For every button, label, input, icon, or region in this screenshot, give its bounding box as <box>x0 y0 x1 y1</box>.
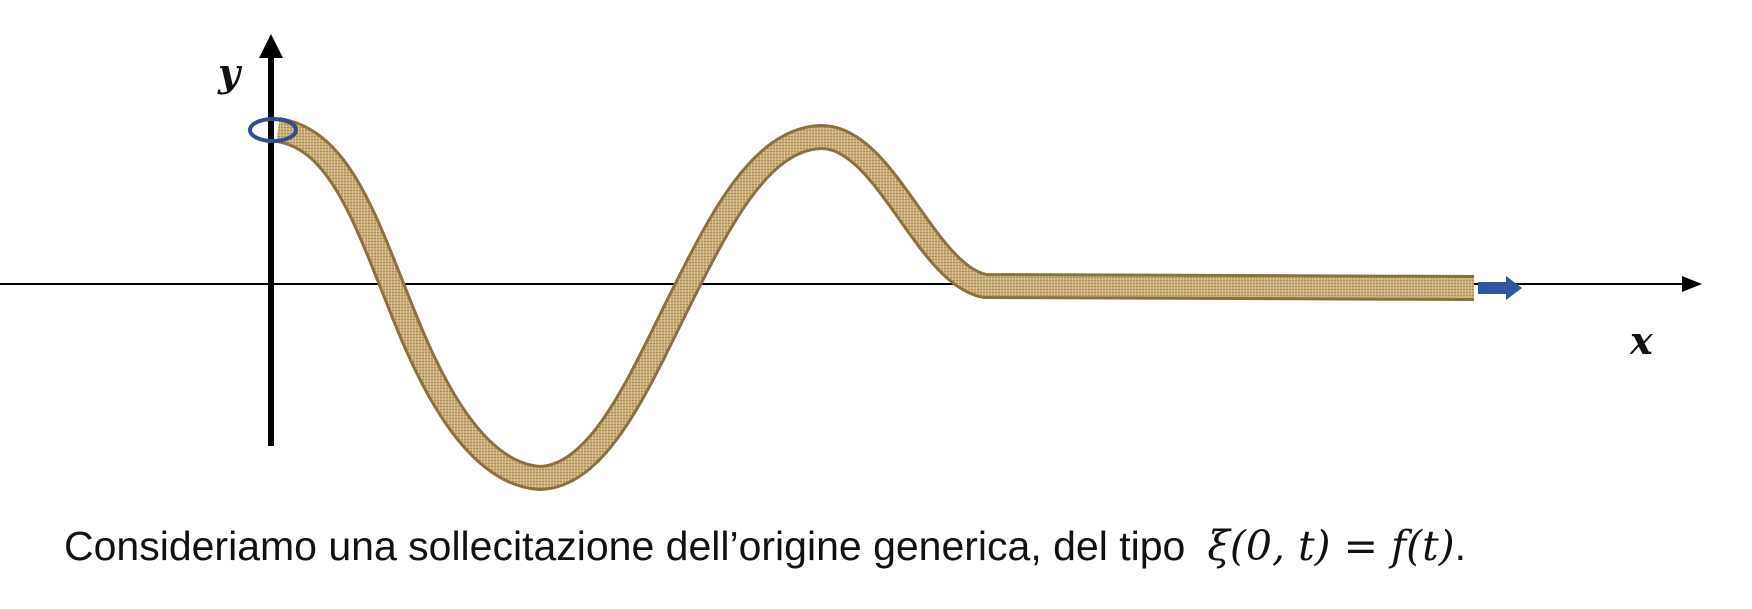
x-axis-arrowhead <box>1682 276 1702 292</box>
caption-period: . <box>1454 523 1467 569</box>
caption-formula: ξ(0, t) = f(t) <box>1207 522 1455 570</box>
y-axis-arrowhead <box>259 34 283 58</box>
x-axis-label: x <box>1630 318 1653 363</box>
y-axis-label: y <box>218 50 241 95</box>
caption: Consideriamo una sollecitazione dell’ori… <box>64 522 1466 570</box>
arrow-right-icon <box>1478 276 1522 300</box>
caption-text: Consideriamo una sollecitazione dell’ori… <box>64 523 1186 569</box>
rope-wave <box>275 117 1475 492</box>
ring-icon <box>248 117 298 143</box>
